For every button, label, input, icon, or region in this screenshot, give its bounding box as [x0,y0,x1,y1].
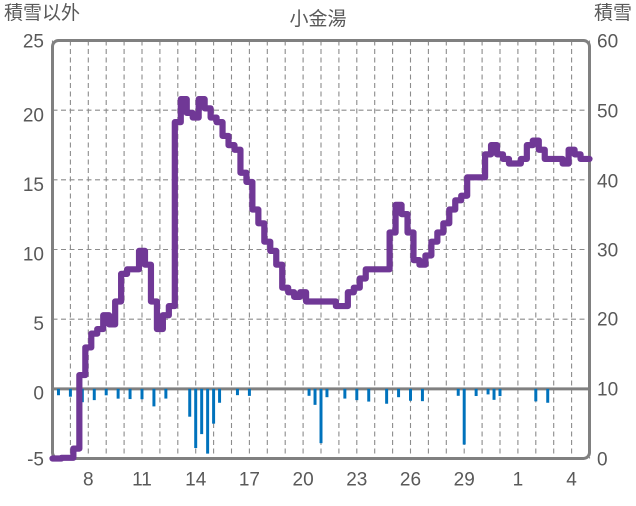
svg-text:17: 17 [239,470,260,491]
svg-text:10: 10 [597,380,618,401]
svg-text:8: 8 [83,470,94,491]
svg-text:29: 29 [454,470,475,491]
svg-text:60: 60 [597,32,618,53]
svg-text:26: 26 [400,470,421,491]
svg-text:30: 30 [597,241,618,262]
svg-text:-5: -5 [27,450,44,471]
svg-text:0: 0 [33,384,44,405]
svg-text:14: 14 [185,470,207,491]
svg-text:15: 15 [23,175,44,196]
svg-text:23: 23 [346,470,367,491]
svg-text:積雪: 積雪 [594,2,632,24]
svg-text:1: 1 [513,470,524,491]
svg-text:積雪以外: 積雪以外 [4,2,80,24]
svg-text:40: 40 [597,172,618,193]
svg-text:25: 25 [23,32,44,53]
svg-text:11: 11 [132,470,152,491]
svg-text:20: 20 [293,470,314,491]
svg-text:20: 20 [597,310,618,331]
svg-text:小金湯: 小金湯 [289,8,346,30]
svg-text:5: 5 [33,314,44,335]
svg-text:0: 0 [597,450,608,471]
svg-text:4: 4 [566,470,577,491]
svg-text:20: 20 [23,106,44,127]
svg-text:10: 10 [23,245,44,266]
svg-text:50: 50 [597,102,618,123]
